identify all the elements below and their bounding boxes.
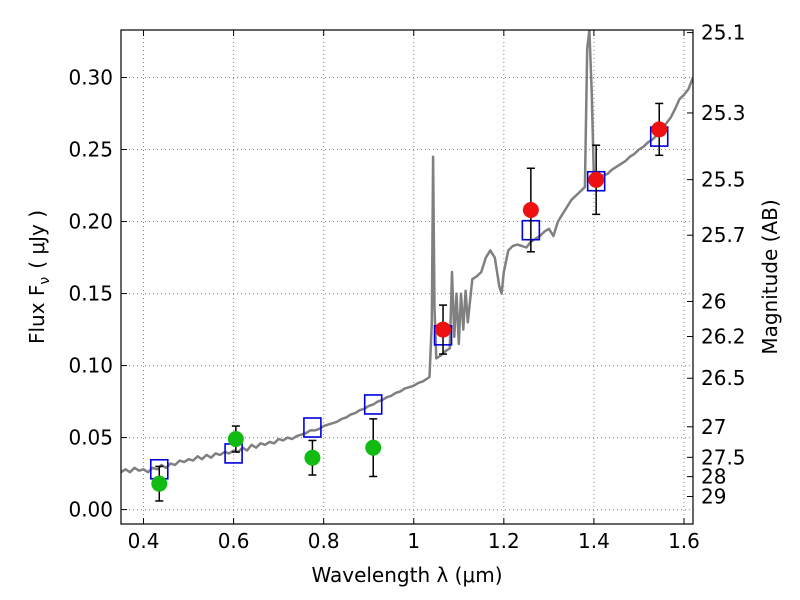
x-tick-label: 0.4 xyxy=(128,529,160,553)
photometry-point xyxy=(365,439,382,456)
photometry-point xyxy=(588,171,605,188)
plot-frame xyxy=(120,29,694,525)
photometry-point xyxy=(522,202,539,219)
x-tick-label: 1.4 xyxy=(578,529,610,553)
y2-tick-label: 25.5 xyxy=(701,168,746,192)
y-tick-label: 0.00 xyxy=(68,498,113,522)
x-tick-label: 1.6 xyxy=(668,529,700,553)
y2-axis-label: Magnitude (AB) xyxy=(758,199,782,354)
photometry-point xyxy=(651,121,668,138)
model-square-marker xyxy=(363,394,383,415)
y-axis-label-subscript: ν xyxy=(37,277,53,285)
y-tick-label: 0.25 xyxy=(68,138,113,162)
y2-tick-label: 26.2 xyxy=(701,324,746,348)
y-tick-label: 0.05 xyxy=(68,426,113,450)
y-axis-label-main: Flux F xyxy=(25,285,49,344)
model-square-marker xyxy=(303,417,322,438)
data-layer xyxy=(121,30,693,502)
y2-tick-label: 25.1 xyxy=(701,21,746,45)
x-tick-label: 0.6 xyxy=(218,529,250,553)
photometry-point xyxy=(227,431,244,448)
y-axis-label-unit: ( μJy ) xyxy=(25,210,49,269)
y2-tick-label: 27 xyxy=(701,415,726,439)
y-tick-label: 0.20 xyxy=(68,210,113,234)
y-axis-label: Flux Fν ( μJy ) xyxy=(25,210,53,344)
photometry-point xyxy=(435,321,452,338)
x-tick-label: 1 xyxy=(407,529,420,553)
x-tick-label: 1.2 xyxy=(488,529,520,553)
y2-tick-label: 26.5 xyxy=(701,366,746,390)
y2-tick-label: 25.7 xyxy=(701,223,746,247)
y2-tick-label: 28 xyxy=(701,465,726,489)
y2-tick-label: 25.3 xyxy=(701,101,746,125)
x-axis-label: Wavelength λ (μm) xyxy=(311,563,502,587)
y-tick-label: 0.10 xyxy=(68,354,113,378)
plot-background xyxy=(121,30,693,524)
y2-tick-label: 26 xyxy=(701,289,726,313)
y-tick-label: 0.30 xyxy=(68,66,113,90)
photometry-point xyxy=(151,475,168,492)
photometry-point xyxy=(304,449,321,466)
x-tick-label: 0.8 xyxy=(308,529,340,553)
y2-tick-label: 27.5 xyxy=(701,445,746,469)
y2-tick-label: 29 xyxy=(701,484,726,508)
axes-ticks: 0.4 0.6 0.8 1 1.2 1.4 1.6 0.00 0.05 0.10 0.15 0.20 0… xyxy=(68,21,745,553)
y-tick-label: 0.15 xyxy=(68,282,113,306)
grid-lines xyxy=(121,30,693,524)
spectrum-line xyxy=(121,30,693,474)
